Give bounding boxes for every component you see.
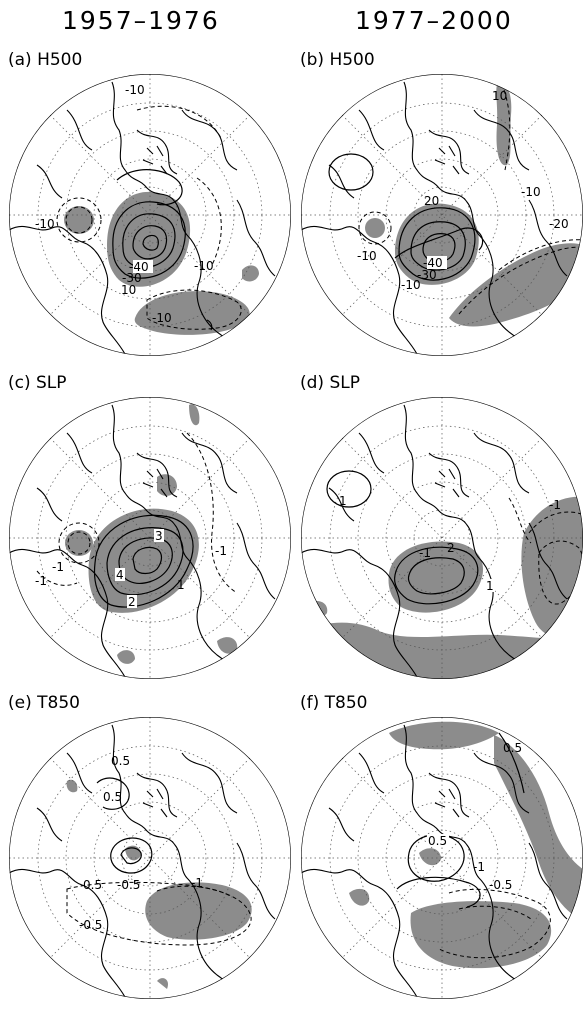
- contour-label: -1: [191, 876, 203, 890]
- contour-label: -10: [401, 278, 421, 292]
- contour-label: 0.5: [83, 878, 102, 892]
- contour-label: -10: [125, 83, 145, 97]
- contour-label: 0.5: [111, 754, 130, 768]
- contour-label: -1: [473, 860, 485, 874]
- panel-label: (e) T850: [8, 693, 80, 713]
- panel-label: (c) SLP: [8, 373, 67, 393]
- contour-label: 4: [116, 568, 124, 582]
- contour-label: 1: [177, 578, 185, 592]
- contour-label: -10: [152, 311, 172, 325]
- contour-label: 1: [486, 579, 494, 593]
- contour-label: -30: [122, 271, 142, 285]
- contour-label: -20: [549, 217, 569, 231]
- contour-label: -1: [419, 546, 431, 560]
- polar-map-slp-1957-1976: 3 -1 -1 4 2 1 -1: [9, 397, 291, 679]
- panel-label: (d) SLP: [300, 373, 360, 393]
- contour-label: -10: [194, 259, 214, 273]
- contour-label: 1: [339, 494, 347, 508]
- contour-label: -0.5: [117, 878, 140, 892]
- polar-map-slp-1977-2000: 1 -1 2 1 -1: [301, 397, 583, 679]
- contour-label: -40: [129, 260, 149, 274]
- panel-b: (b) H500: [296, 50, 586, 373]
- contour-label: 0.5: [503, 741, 522, 755]
- contour-label: 10: [121, 283, 136, 297]
- contour-label: -0.5: [79, 918, 102, 932]
- contour-label: -30: [417, 268, 437, 282]
- panel-a: (a) H500: [4, 50, 297, 373]
- panel-d: (d) SLP: [296, 373, 586, 696]
- contour-label: -1: [52, 560, 64, 574]
- panel-label: (f) T850: [300, 693, 368, 713]
- contour-label: -10: [521, 185, 541, 199]
- panel-label: (a) H500: [8, 50, 83, 70]
- contour-label: 2: [128, 595, 136, 609]
- column-title-1957-1976: 1957–1976: [62, 6, 220, 35]
- contour-label: -0.5: [489, 878, 512, 892]
- contour-label: 2: [447, 541, 455, 555]
- contour-label: 3: [155, 529, 163, 543]
- contour-label: 0.5: [428, 834, 447, 848]
- polar-map-h500-1957-1976: -10 -10 -40 -30 -10 -10 10: [9, 74, 291, 356]
- contour-label: -1: [35, 574, 47, 588]
- contour-label: -10: [35, 217, 55, 231]
- polar-map-t850-1957-1976: 0.5 0.5 0.5 -0.5 -1 -0.5: [9, 717, 291, 999]
- contour-label: -40: [423, 256, 443, 270]
- panel-label: (b) H500: [300, 50, 375, 70]
- panel-c: (c) SLP: [4, 373, 297, 696]
- contour-label: -1: [215, 544, 227, 558]
- contour-label: -1: [549, 498, 561, 512]
- column-title-1977-2000: 1977–2000: [355, 6, 513, 35]
- contour-label: 0.5: [103, 790, 122, 804]
- contour-label: 10: [492, 89, 507, 103]
- polar-map-t850-1977-2000: 0.5 0.5 -1 -0.5: [301, 717, 583, 999]
- contour-label: -10: [357, 249, 377, 263]
- panel-e: (e) T850: [4, 693, 297, 1016]
- contour-label: 20: [424, 194, 439, 208]
- panel-f: (f) T850: [296, 693, 586, 1016]
- polar-map-h500-1977-2000: 10 -10 -20 20 -10 -40 -30 -10: [301, 74, 583, 356]
